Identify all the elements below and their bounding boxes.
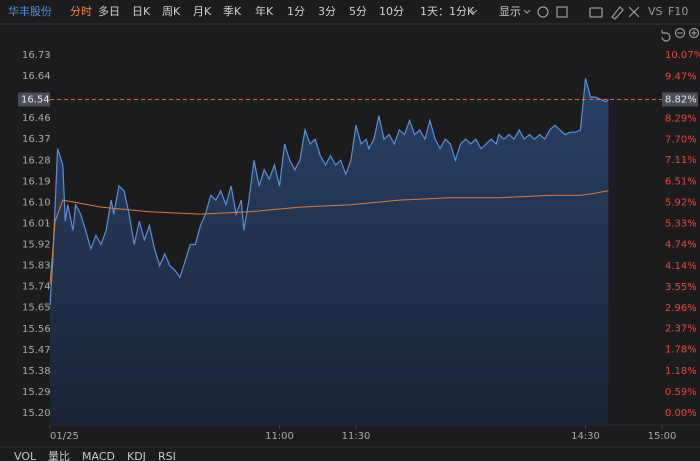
display-menu[interactable]: 显示	[499, 5, 521, 18]
y2-tick-label: 9.47%	[665, 71, 697, 82]
y-tick-label: 15.47	[22, 345, 51, 356]
indicator-tab[interactable]: KDJ	[127, 450, 146, 461]
period-tab[interactable]: 5分	[349, 5, 367, 18]
dropdown-arrow	[523, 9, 531, 14]
y2-tick-label: 8.29%	[665, 113, 697, 124]
y-tick-label: 16.10	[22, 197, 51, 208]
indicator-tab[interactable]: RSI	[158, 450, 176, 461]
y2-tick-label: 5.92%	[665, 198, 697, 209]
y2-tick-label: 2.37%	[665, 324, 697, 335]
period-tab[interactable]: 年K	[255, 4, 274, 18]
period-tab[interactable]: 分时	[70, 5, 92, 18]
x-tick-label: 01/25	[50, 431, 79, 442]
undo-icon[interactable]	[661, 30, 671, 42]
y-tick-label: 16.37	[22, 134, 51, 145]
vs-button[interactable]: VS	[648, 5, 663, 18]
last-change-label: 8.82%	[665, 94, 697, 105]
period-tab[interactable]: 1天：1分K	[420, 5, 475, 18]
stock-name[interactable]: 华丰股份	[8, 4, 52, 18]
settings-icon[interactable]	[537, 6, 549, 18]
pen-icon[interactable]	[611, 6, 624, 20]
zoom-in-icon[interactable]	[688, 27, 700, 39]
y-tick-label: 15.74	[22, 282, 51, 293]
y-tick-label: 16.28	[22, 155, 51, 166]
y2-tick-label: 6.51%	[665, 177, 697, 188]
toolbar: 华丰股份 分时 多日 日K 周K 月K 季K 年K 1分 3分 5分 10分 1天：1分K 显示 VS F10	[8, 4, 688, 18]
y-tick-label: 15.56	[22, 324, 51, 335]
x-tick-label: 11:00	[265, 431, 294, 442]
y2-tick-label: 7.11%	[665, 155, 697, 166]
indicator-tab[interactable]: 量比	[48, 450, 70, 461]
x-tick-label: 11:30	[342, 431, 371, 442]
y2-tick-label: 1.78%	[665, 345, 697, 356]
camera-icon[interactable]	[589, 7, 603, 18]
period-tab[interactable]: 月K	[193, 5, 212, 18]
y2-tick-label: 0.59%	[665, 387, 697, 398]
toolbar-icons	[537, 6, 700, 42]
y2-tick-label: 1.18%	[665, 366, 697, 377]
zoom-out-icon[interactable]	[674, 27, 686, 39]
y2-tick-label: 4.74%	[665, 239, 697, 250]
dropdown-arrow	[470, 9, 478, 14]
y2-tick-label: 7.70%	[665, 134, 697, 145]
y2-tick-label: 2.96%	[665, 303, 697, 314]
y-tick-label: 16.19	[22, 176, 51, 187]
f10-button[interactable]: F10	[668, 5, 688, 18]
y-tick-label: 15.29	[22, 387, 51, 398]
price-line	[49, 78, 609, 306]
y2-tick-label: 4.14%	[665, 261, 697, 272]
y-tick-label: 15.83	[22, 261, 51, 272]
y2-tick-label: 5.33%	[665, 219, 697, 230]
x-tick-label: 15:00	[648, 431, 677, 442]
indicator-tab[interactable]: MACD	[82, 450, 115, 461]
period-tab[interactable]: 日K	[132, 5, 151, 18]
y2-tick-label: 3.55%	[665, 282, 697, 293]
y-tick-label: 15.65	[22, 303, 51, 314]
y-tick-label: 16.46	[22, 113, 51, 124]
period-tab[interactable]: 10分	[379, 5, 404, 18]
last-price-label: 16.54	[21, 94, 50, 105]
zoom-in-mark	[691, 30, 697, 36]
checkbox-icon[interactable]	[556, 6, 568, 18]
y-tick-label: 15.38	[22, 366, 51, 377]
last-price-box	[18, 92, 50, 107]
period-tab[interactable]: 季K	[223, 5, 242, 18]
period-tab[interactable]: 多日	[98, 4, 120, 18]
y-tick-label: 15.20	[22, 408, 51, 419]
x-tick-label: 14:30	[571, 431, 600, 442]
y-tick-label: 16.64	[22, 71, 51, 82]
y-tick-label: 16.73	[22, 50, 51, 61]
average-line	[49, 190, 609, 285]
y-tick-label: 15.92	[22, 240, 51, 251]
period-tab[interactable]: 周K	[162, 5, 181, 18]
y-tick-label: 16.01	[22, 218, 51, 229]
period-tab[interactable]: 3分	[318, 5, 336, 18]
y2-tick-label: 0.00%	[665, 408, 697, 419]
indicator-tab[interactable]: VOL	[14, 450, 37, 461]
period-tab[interactable]: 1分	[287, 5, 305, 18]
tool-icon[interactable]	[628, 6, 640, 18]
last-change-box	[662, 92, 698, 107]
y2-tick-label: 10.07%	[665, 50, 700, 61]
price-area	[50, 78, 609, 426]
